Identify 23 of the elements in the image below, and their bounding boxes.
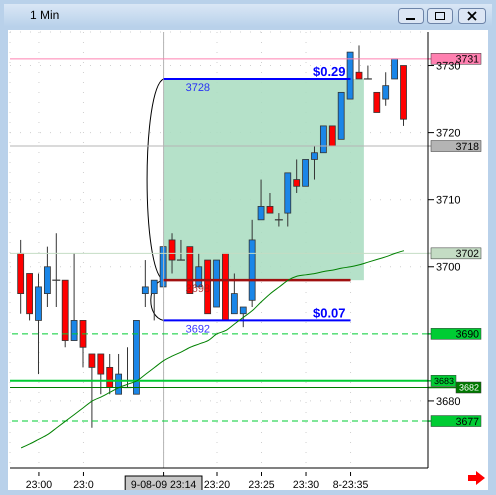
ref-line-label: 3698: [186, 283, 210, 296]
x-tick-label: 8-23:35: [332, 479, 369, 491]
x-tick-label: 9-08-09 23:14: [130, 479, 196, 491]
ref-line-label: 3683: [434, 376, 454, 386]
ref-line-label: 3682: [458, 382, 479, 393]
annotation: $0.29: [312, 64, 346, 79]
ref-line-label: 3702: [456, 248, 480, 260]
ref-line-label: 3690: [456, 328, 480, 341]
annotation: $0.07: [312, 305, 346, 320]
y-tick-label: 3700: [436, 262, 460, 274]
x-tick-label: 23:25: [248, 479, 275, 491]
ref-line-label: 3728: [186, 82, 210, 94]
y-tick-label: 3720: [436, 128, 460, 140]
y-tick-label: 3710: [436, 194, 460, 207]
x-tick-label: 23:20: [204, 479, 230, 491]
x-tick-label: 23:30: [292, 479, 320, 491]
x-tick-label: 23:00: [26, 479, 52, 491]
y-tick-label: 3680: [436, 396, 460, 408]
x-tick-label: 23:0: [73, 479, 94, 491]
chart-title: 1 Min: [4, 4, 492, 26]
ref-line-label: 3677: [456, 416, 480, 428]
ref-line-label: 3692: [186, 323, 210, 336]
ref-line-label: 3718: [456, 140, 480, 153]
